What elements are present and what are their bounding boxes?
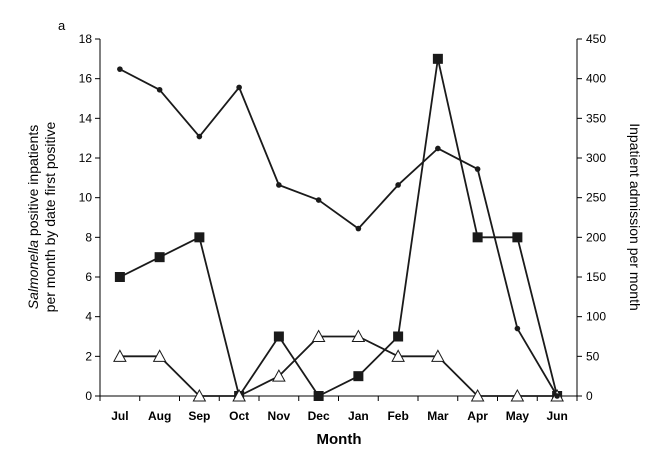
x-tick-label: Apr — [467, 409, 488, 423]
data-point-square — [154, 252, 165, 263]
axes: 0 2 4 6 8 10 12 14 16 18 0 50 100 150 200 250 300 350 400 4… — [79, 32, 607, 423]
y-axis-right-title: Inpatient admission per month — [627, 123, 643, 311]
y-right-tick-label: 50 — [586, 349, 600, 363]
data-point-dot — [276, 182, 282, 188]
data-point-dot — [514, 325, 521, 332]
x-tick-label: Feb — [387, 409, 408, 423]
series-line-dot — [119, 68, 558, 397]
y-left-tick-label: 0 — [85, 389, 92, 403]
series-dot — [117, 66, 560, 399]
data-point-dot — [435, 145, 441, 152]
data-point-triangle — [431, 349, 445, 362]
y-left-tick-label: 6 — [85, 270, 92, 284]
data-point-dot — [355, 225, 362, 232]
data-point-dot — [474, 166, 481, 172]
y-axis-left-title-line1: Salmonella positive inpatients — [25, 125, 41, 309]
data-point-square — [432, 53, 443, 64]
y-right-tick-label: 400 — [586, 72, 606, 86]
y-left-tick-label: 18 — [79, 32, 93, 46]
data-point-square — [273, 331, 284, 342]
y-left-tick-label: 4 — [85, 310, 92, 324]
data-point-triangle — [192, 388, 207, 402]
data-point-square — [313, 391, 324, 401]
data-point-square — [512, 232, 523, 243]
y-right-tick-label: 100 — [586, 310, 606, 324]
x-tick-label: Aug — [148, 409, 171, 423]
data-point-square — [194, 232, 205, 243]
data-point-dot — [196, 133, 203, 140]
y-axis-left-title-rest: positive inpatients — [25, 125, 41, 240]
y-left-tick-label: 10 — [79, 191, 93, 205]
y-left-tick-label: 8 — [85, 230, 92, 244]
data-point-square — [114, 272, 125, 282]
series-line-square — [119, 57, 558, 397]
data-point-triangle — [311, 329, 326, 342]
x-tick-label: Oct — [229, 409, 249, 423]
data-point-triangle — [470, 388, 485, 402]
data-point-triangle — [232, 388, 246, 402]
y-right-tick-label: 450 — [586, 32, 606, 46]
series-layer — [113, 53, 564, 402]
x-tick-label: Jul — [111, 409, 128, 423]
data-point-triangle — [351, 329, 366, 342]
y-left-tick-label: 2 — [85, 349, 92, 363]
y-left-tick-label: 12 — [79, 151, 93, 165]
panel-label: a — [58, 18, 66, 33]
y-right-tick-label: 0 — [586, 389, 593, 403]
axis-titles: Salmonella positive inpatients per month… — [25, 121, 643, 448]
data-point-triangle — [391, 349, 405, 362]
data-point-dot — [315, 197, 322, 203]
y-right-tick-label: 250 — [586, 191, 606, 205]
x-tick-label: Mar — [427, 409, 449, 423]
x-tick-label: Jun — [546, 409, 567, 423]
y-right-tick-label: 200 — [586, 230, 606, 244]
data-point-triangle — [510, 388, 525, 402]
y-left-tick-label: 14 — [79, 111, 93, 125]
y-right-tick-label: 350 — [586, 111, 606, 125]
series-line-triangle-open — [119, 335, 558, 397]
x-tick-label: May — [506, 409, 530, 423]
x-tick-label: Sep — [188, 409, 210, 423]
x-tick-label: Dec — [308, 409, 330, 423]
y-axis-left-title-italic: Salmonella — [25, 240, 41, 309]
x-tick-label: Jan — [348, 409, 369, 423]
y-axis-left-title-line2: per month by date first positive — [42, 121, 58, 312]
y-left-tick-label: 16 — [79, 72, 93, 86]
data-point-dot — [395, 182, 401, 188]
y-right-tick-label: 150 — [586, 270, 606, 284]
data-point-square — [472, 232, 483, 243]
series-triangle-open — [113, 329, 564, 402]
x-tick-label: Nov — [268, 409, 291, 423]
data-point-dot — [554, 393, 560, 399]
data-point-dot — [117, 66, 123, 72]
data-point-triangle — [113, 349, 127, 362]
y-right-tick-label: 300 — [586, 151, 606, 165]
data-point-dot — [236, 84, 242, 91]
series-square — [114, 53, 563, 401]
data-point-triangle — [152, 349, 167, 362]
data-point-square — [393, 331, 404, 342]
x-axis-title: Month — [317, 431, 362, 448]
data-point-square — [353, 371, 364, 382]
data-point-dot — [156, 86, 163, 93]
data-point-triangle — [272, 369, 286, 382]
